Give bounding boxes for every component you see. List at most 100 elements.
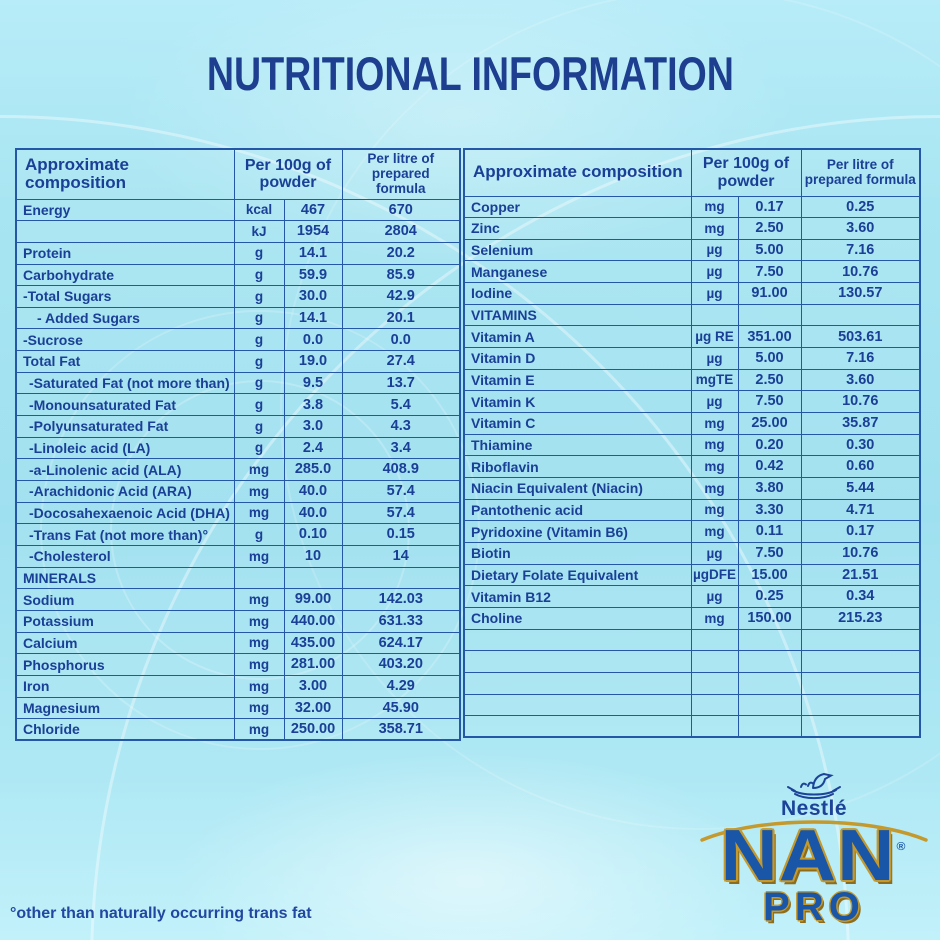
nestle-wordmark: Nestlé <box>780 797 848 820</box>
nutrient-label: VITAMINS <box>463 303 692 327</box>
unit-cell: mg <box>690 195 739 219</box>
nutrient-row: -Linoleic acid (LA) g 2.4 3.4 <box>15 436 461 460</box>
nutrient-label <box>463 715 692 738</box>
nutrient-label: Protein <box>15 241 235 265</box>
nutrient-row: Iron mg 3.00 4.29 <box>15 674 461 698</box>
per-litre-value: 7.16 <box>800 238 921 262</box>
per-litre-value <box>341 566 461 590</box>
nutrient-row: -Saturated Fat (not more than) g 9.5 13.7 <box>15 371 461 395</box>
per-100g-value <box>737 715 802 738</box>
nutrient-row: -Docosahexaenoic Acid (DHA) mg 40.0 57.4 <box>15 501 461 525</box>
unit-cell: µg RE <box>690 325 739 349</box>
nestle-nest-icon <box>787 772 841 800</box>
nutrient-row: Pantothenic acid mg 3.30 4.71 <box>463 498 921 522</box>
per-litre-value: 0.25 <box>800 195 921 219</box>
per-litre-value <box>800 303 921 327</box>
per-litre-value: 3.4 <box>341 436 461 460</box>
per-100g-value <box>737 303 802 327</box>
nutrient-label: Choline <box>463 606 692 630</box>
pro-wordmark: PRO <box>763 885 865 930</box>
unit-cell: mg <box>233 610 285 633</box>
unit-cell: mg <box>690 477 739 500</box>
unit-cell: g <box>233 415 285 438</box>
per-100g-value: 285.0 <box>283 458 343 482</box>
nutrient-row: -Total Sugars g 30.0 42.9 <box>15 285 461 308</box>
column-header-per-100g: Per 100g of powder <box>233 148 343 200</box>
per-litre-value: 3.60 <box>800 368 921 392</box>
per-litre-value: 4.3 <box>341 415 461 438</box>
unit-cell: mg <box>233 501 285 525</box>
per-litre-value: 57.4 <box>341 501 461 525</box>
nutrient-row: -Polyunsaturated Fat g 3.0 4.3 <box>15 415 461 438</box>
per-litre-value: 10.76 <box>800 390 921 414</box>
per-litre-value: 21.51 <box>800 563 921 587</box>
nutrient-row: -Cholesterol mg 10 14 <box>15 545 461 568</box>
nutrient-label: Pyridoxine (Vitamin B6) <box>463 520 692 543</box>
per-100g-value: 150.00 <box>737 606 802 630</box>
per-litre-value: 631.33 <box>341 610 461 633</box>
per-100g-value: 3.8 <box>283 393 343 417</box>
nutrient-label: Vitamin B12 <box>463 585 692 608</box>
per-litre-value: 670 <box>341 198 461 222</box>
per-litre-value: 503.61 <box>800 325 921 349</box>
per-litre-value: 27.4 <box>341 350 461 373</box>
per-100g-value: 5.00 <box>737 238 802 262</box>
unit-cell: mg <box>690 217 739 240</box>
unit-cell: kcal <box>233 198 285 222</box>
unit-cell: µg <box>690 260 739 284</box>
unit-cell: g <box>233 350 285 373</box>
nutrient-label: Vitamin A <box>463 325 692 349</box>
per-100g-value: 15.00 <box>737 563 802 587</box>
unit-cell: µg <box>690 347 739 370</box>
nutrient-label: Total Fat <box>15 350 235 373</box>
column-header-composition: Approximate composition <box>15 148 235 200</box>
per-litre-value: 5.4 <box>341 393 461 417</box>
per-100g-value: 40.0 <box>283 480 343 503</box>
nutrient-label: Niacin Equivalent (Niacin) <box>463 477 692 500</box>
unit-cell: g <box>233 285 285 308</box>
unit-cell: µg <box>690 585 739 608</box>
unit-cell: mg <box>690 412 739 435</box>
nutrient-label: Biotin <box>463 542 692 565</box>
nutrient-row: Selenium µg 5.00 7.16 <box>463 238 921 262</box>
nutrient-label: Riboflavin <box>463 455 692 479</box>
nutrient-row: Biotin µg 7.50 10.76 <box>463 542 921 565</box>
per-litre-value: 358.71 <box>341 718 461 741</box>
column-header-per-litre: Per litre of prepared formula <box>800 148 921 197</box>
unit-cell <box>233 566 285 590</box>
nutrient-label: -Total Sugars <box>15 285 235 308</box>
per-100g-value <box>737 628 802 652</box>
nutrient-label: -Linoleic acid (LA) <box>15 436 235 460</box>
per-litre-value: 0.30 <box>800 433 921 457</box>
nutrient-label: -Trans Fat (not more than)° <box>15 523 235 547</box>
unit-cell: kJ <box>233 220 285 243</box>
nutrient-label: Thiamine <box>463 433 692 457</box>
nutrient-row: -Arachidonic Acid (ARA) mg 40.0 57.4 <box>15 480 461 503</box>
nutrient-label <box>463 628 692 652</box>
per-100g-value: 0.20 <box>737 433 802 457</box>
per-litre-value: 408.9 <box>341 458 461 482</box>
section-header-row: VITAMINS <box>463 303 921 327</box>
nutrient-label: Vitamin E <box>463 368 692 392</box>
per-litre-value: 45.90 <box>341 696 461 720</box>
per-100g-value: 25.00 <box>737 412 802 435</box>
per-100g-value <box>737 671 802 695</box>
unit-cell: g <box>233 241 285 265</box>
nutrient-row: - Added Sugars g 14.1 20.1 <box>15 306 461 330</box>
per-100g-value: 9.5 <box>283 371 343 395</box>
nutrient-label: -Sucrose <box>15 328 235 352</box>
per-litre-value: 20.2 <box>341 241 461 265</box>
left-nutrition-table: Approximate composition Per 100g of powd… <box>15 148 461 742</box>
unit-cell: mg <box>690 606 739 630</box>
nutrient-row: Energy kcal 467 670 <box>15 198 461 222</box>
per-100g-value: 0.0 <box>283 328 343 352</box>
unit-cell: mg <box>233 480 285 503</box>
nutrient-label: Potassium <box>15 610 235 633</box>
per-100g-value: 7.50 <box>737 542 802 565</box>
table-header-row: Approximate composition Per 100g of powd… <box>463 148 921 197</box>
unit-cell: mg <box>233 674 285 698</box>
per-100g-value: 0.17 <box>737 195 802 219</box>
per-litre-value: 10.76 <box>800 542 921 565</box>
per-100g-value <box>737 650 802 673</box>
